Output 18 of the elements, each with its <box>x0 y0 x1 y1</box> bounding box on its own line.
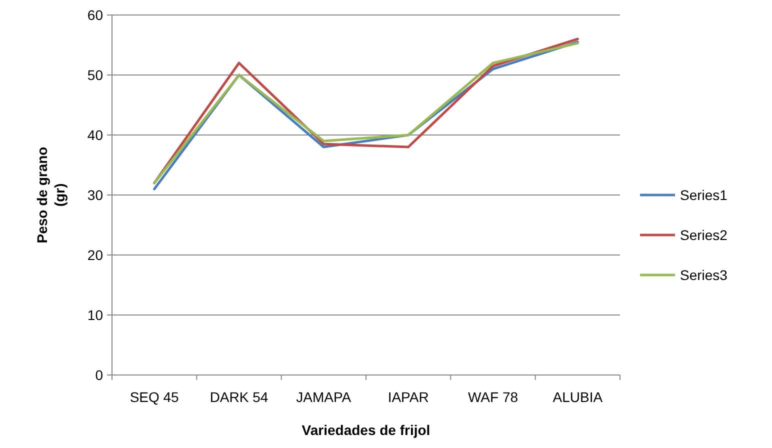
y-tick-label: 60 <box>87 6 104 23</box>
x-tick-label: WAF 78 <box>468 389 518 405</box>
x-tick-label: IAPAR <box>388 389 429 405</box>
y-tick-label: 20 <box>87 246 104 263</box>
x-tick-label: DARK 54 <box>210 389 268 405</box>
y-tick-label: 40 <box>87 126 104 143</box>
x-tick-label: ALUBIA <box>552 389 604 405</box>
legend-label: Series2 <box>680 226 728 243</box>
legend-label: Series1 <box>680 186 728 203</box>
y-tick-label: 0 <box>95 366 104 383</box>
x-axis-title: Variedades de frijol <box>302 422 430 438</box>
x-tick-label: SEQ 45 <box>130 389 180 405</box>
y-axis-title: Peso de grano (gr) <box>34 146 68 244</box>
y-tick-label: 30 <box>87 186 104 203</box>
legend-label: Series3 <box>680 266 728 283</box>
y-tick-label: 50 <box>87 66 104 83</box>
x-tick-label: JAMAPA <box>296 389 352 405</box>
y-tick-label: 10 <box>87 306 104 323</box>
